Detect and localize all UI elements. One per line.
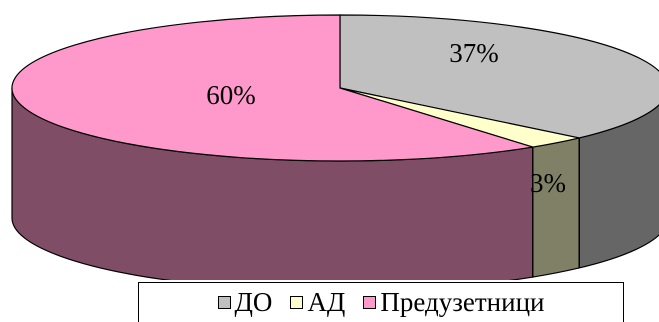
slice-side-ad [532,137,580,278]
legend-label-ad: АД [307,287,346,317]
data-label-do: 37% [449,38,499,68]
slice-top-do [339,14,659,139]
legend-label-do: ДО [234,287,273,317]
data-label-ad: 3% [530,168,566,198]
legend-item-ad: АД [290,287,345,318]
pie-chart: 37% 3% 60% [11,14,659,280]
slice-top-preduzetnici [11,14,533,162]
legend: ДО АД Предузетници [138,282,624,322]
legend-swatch-do [217,296,231,309]
data-label-preduzetnici: 60% [206,80,256,110]
legend-swatch-preduzetnici [363,296,377,309]
legend-item-do: ДО [217,287,273,318]
legend-swatch-ad [290,296,304,309]
legend-item-preduzetnici: Предузетници [363,287,544,318]
legend-label-preduzetnici: Предузетници [380,287,545,317]
